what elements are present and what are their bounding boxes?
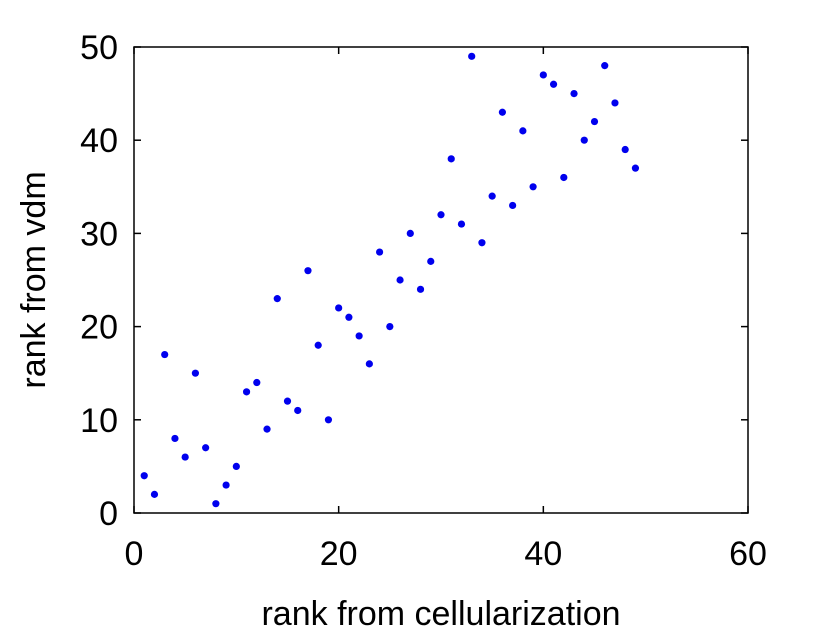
- data-point: [314, 341, 322, 349]
- data-point: [549, 80, 558, 88]
- data-point: [212, 500, 220, 508]
- x-tick-label: 0: [125, 535, 144, 573]
- data-point: [601, 62, 609, 70]
- data-point: [427, 257, 435, 265]
- data-point: [335, 304, 343, 312]
- data-point: [171, 434, 179, 443]
- data-point: [437, 211, 445, 219]
- data-point: [181, 453, 189, 461]
- y-tick-label: 10: [80, 402, 118, 440]
- x-tick-label: 40: [524, 535, 562, 573]
- data-point: [283, 397, 292, 405]
- data-point: [161, 350, 169, 359]
- y-tick-label: 40: [80, 122, 118, 160]
- data-point: [498, 108, 506, 116]
- x-axis-label: rank from cellularization: [261, 595, 620, 633]
- y-tick-label: 30: [80, 215, 118, 253]
- data-point: [457, 220, 466, 228]
- data-point: [590, 117, 599, 126]
- data-point: [202, 444, 210, 452]
- data-point: [488, 192, 496, 200]
- data-point: [365, 360, 373, 368]
- axis-ticks: [133, 46, 749, 514]
- data-point: [294, 406, 302, 415]
- data-point: [242, 388, 251, 396]
- data-point: [263, 425, 271, 433]
- data-point: [631, 164, 640, 172]
- plot-area: [133, 46, 749, 514]
- data-point: [376, 248, 384, 256]
- data-point: [611, 99, 619, 107]
- y-tick-label: 50: [80, 29, 118, 67]
- x-tick-label: 20: [320, 535, 358, 573]
- data-point: [273, 295, 281, 303]
- data-point: [447, 155, 455, 163]
- data-point: [304, 267, 312, 275]
- y-tick-label: 20: [80, 309, 118, 347]
- data-point: [150, 490, 159, 498]
- data-point: [539, 71, 547, 79]
- data-point: [396, 276, 404, 284]
- data-point: [478, 239, 486, 247]
- data-point: [468, 52, 476, 60]
- data-points: [140, 52, 640, 508]
- data-point: [345, 313, 353, 321]
- data-point: [324, 416, 333, 424]
- data-point: [386, 323, 394, 331]
- data-point: [232, 462, 240, 470]
- tick-labels: 0 20 40 60 0 10 20 30 40 50: [80, 29, 767, 573]
- data-point: [140, 472, 148, 480]
- data-point: [519, 127, 527, 135]
- data-point: [570, 90, 578, 98]
- y-tick-label: 0: [99, 495, 118, 533]
- data-point: [621, 145, 629, 154]
- data-point: [253, 378, 261, 387]
- data-point: [560, 173, 568, 182]
- data-point: [355, 332, 363, 340]
- data-point: [580, 136, 588, 144]
- data-point: [529, 183, 537, 191]
- x-tick-label: 60: [729, 535, 767, 573]
- data-point: [416, 285, 425, 293]
- data-point: [509, 201, 517, 210]
- data-point: [222, 481, 230, 489]
- data-point: [191, 369, 199, 377]
- data-point: [406, 229, 414, 237]
- y-axis-label: rank from vdm: [15, 171, 53, 388]
